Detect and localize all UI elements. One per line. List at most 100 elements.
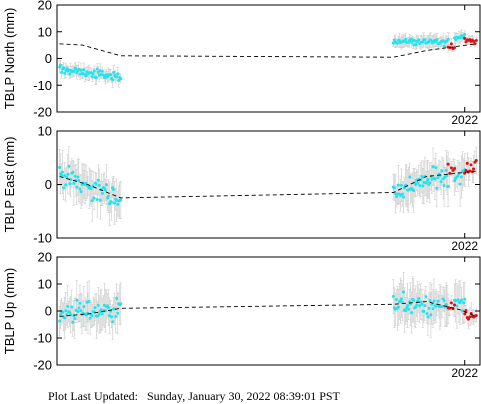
cyan-data-point (112, 188, 116, 192)
cyan-data-point (90, 75, 94, 79)
red-data-point (463, 36, 467, 40)
cyan-data-point (95, 198, 99, 202)
cyan-data-point (416, 181, 420, 185)
cyan-data-point (84, 74, 88, 78)
cyan-data-point (119, 77, 123, 81)
red-data-point (453, 167, 457, 171)
cyan-data-point (459, 298, 463, 302)
cyan-data-point (87, 299, 91, 303)
cyan-data-point (410, 41, 414, 45)
cyan-data-point (460, 309, 464, 313)
cyan-data-point (458, 182, 462, 186)
cyan-data-point (435, 38, 439, 42)
cyan-data-point (404, 309, 408, 313)
red-data-point (449, 166, 453, 170)
red-data-point (446, 162, 450, 166)
cyan-data-point (94, 182, 98, 186)
cyan-data-point (417, 296, 421, 300)
cyan-data-point (60, 173, 64, 177)
cyan-data-point (424, 295, 428, 299)
cyan-data-point (96, 303, 100, 307)
red-data-point (464, 168, 468, 172)
error-bars-group (58, 271, 478, 340)
cyan-data-point (428, 299, 432, 303)
cyan-data-point (415, 303, 419, 307)
red-data-point (469, 163, 473, 167)
red-data-point (466, 317, 470, 321)
cyan-data-point (432, 299, 436, 303)
cyan-data-point (407, 307, 411, 311)
cyan-data-point (75, 185, 79, 189)
cyan-points-group (58, 32, 467, 82)
cyan-data-point (101, 73, 105, 77)
x-tick-label: 2022 (451, 366, 478, 380)
plot-frame (56, 4, 481, 113)
cyan-data-point (66, 304, 70, 308)
cyan-data-point (63, 316, 67, 320)
cyan-data-point (408, 175, 412, 179)
cyan-data-point (78, 301, 82, 305)
cyan-data-point (106, 194, 110, 198)
cyan-data-point (84, 313, 88, 317)
cyan-data-point (91, 72, 95, 76)
cyan-data-point (414, 43, 418, 47)
red-data-point (449, 42, 453, 46)
cyan-data-point (402, 290, 406, 294)
cyan-data-point (88, 316, 92, 320)
cyan-data-point (462, 301, 466, 305)
cyan-data-point (95, 67, 99, 71)
cyan-data-point (78, 187, 82, 191)
cyan-data-point (431, 165, 435, 169)
cyan-data-point (67, 164, 71, 168)
red-data-point (474, 313, 478, 317)
cyan-data-point (427, 306, 431, 310)
trend-line (59, 301, 477, 317)
panel-3: -20 -10 0 10 20 2022 TBLP Up (mm) (2, 250, 481, 380)
cyan-data-point (458, 301, 462, 305)
cyan-data-point (404, 37, 408, 41)
cyan-data-point (65, 175, 69, 179)
red-data-point (448, 171, 452, 175)
cyan-data-point (109, 200, 113, 204)
cyan-data-point (434, 166, 438, 170)
y-tick-label: 10 (38, 24, 52, 39)
red-data-point (463, 312, 467, 316)
cyan-data-point (79, 309, 83, 313)
cyan-data-point (117, 78, 121, 82)
cyan-data-point (443, 175, 447, 179)
cyan-data-point (463, 297, 467, 301)
cyan-data-point (119, 302, 123, 306)
cyan-data-point (422, 309, 426, 313)
cyan-data-point (392, 186, 396, 190)
cyan-data-point (442, 184, 446, 188)
cyan-data-point (103, 188, 107, 192)
cyan-data-point (423, 304, 427, 308)
cyan-data-point (74, 67, 78, 71)
red-data-point (474, 159, 478, 163)
cyan-data-point (94, 76, 98, 80)
cyan-data-point (433, 177, 437, 181)
cyan-data-point (109, 73, 113, 77)
y-tick-label: 10 (38, 124, 52, 139)
x-tick-label: 2022 (451, 239, 478, 253)
red-points-group (446, 36, 478, 51)
cyan-data-point (90, 314, 94, 318)
y-tick-label: -20 (33, 358, 52, 373)
cyan-data-point (116, 202, 120, 206)
cyan-data-point (75, 298, 79, 302)
y-tick-label: 0 (45, 304, 52, 319)
cyan-data-point (426, 177, 430, 181)
cyan-data-point (454, 38, 458, 42)
cyan-data-point (420, 302, 424, 306)
cyan-data-point (455, 304, 459, 308)
red-data-point (473, 42, 477, 46)
last-updated-value: Sunday, January 30, 2022 08:39:01 PST (147, 389, 340, 403)
cyan-points-group (58, 164, 467, 206)
cyan-data-point (73, 174, 77, 178)
cyan-data-point (399, 183, 403, 187)
cyan-data-point (68, 311, 72, 315)
y-axis-label: TBLP Up (mm) (2, 268, 17, 354)
cyan-data-point (115, 296, 119, 300)
red-data-point (465, 161, 469, 165)
